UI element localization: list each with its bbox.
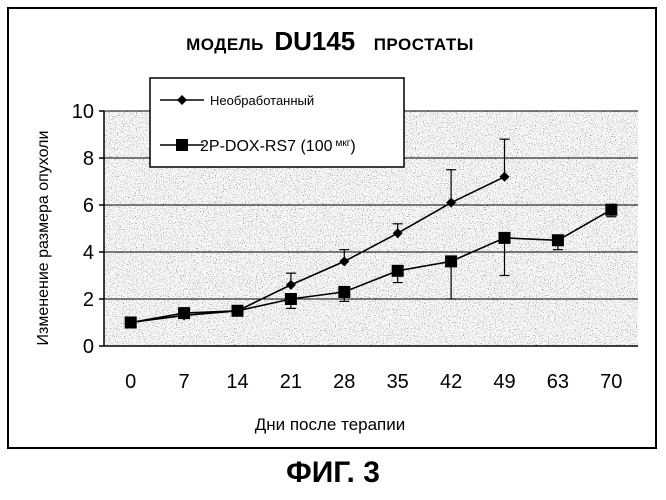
x-tick-label-63: 63 <box>547 371 569 393</box>
marker-square-42 <box>445 255 457 267</box>
legend-marker-square <box>176 139 188 151</box>
marker-square-14 <box>232 305 244 317</box>
y-tick-label-6: 6 <box>83 195 94 217</box>
x-tick-label-21: 21 <box>280 371 302 393</box>
marker-square-21 <box>285 293 297 305</box>
x-tick-label-35: 35 <box>387 371 409 393</box>
legend-label-treated-close: ) <box>350 138 355 155</box>
y-tick-label-8: 8 <box>83 148 94 170</box>
chart-title-suffix: ПРОСТАТЫ <box>374 35 474 54</box>
marker-square-70 <box>605 204 617 216</box>
x-tick-label-14: 14 <box>226 371 248 393</box>
y-tick-label-10: 10 <box>72 101 94 123</box>
marker-square-49 <box>499 232 511 244</box>
y-tick-label-2: 2 <box>83 289 94 311</box>
x-axis-label: Дни после терапии <box>255 415 406 434</box>
y-axis-label: Изменение размера опухоли <box>35 131 52 346</box>
legend-label-untreated: Необработанный <box>210 93 314 108</box>
x-tick-label-28: 28 <box>333 371 355 393</box>
legend-label-treated-main: 2P-DOX-RS7 (100 <box>200 138 333 155</box>
legend-label-treated-unit: мкг <box>336 138 351 149</box>
figure-caption: ФИГ. 3 <box>0 456 666 490</box>
x-tick-label-42: 42 <box>440 371 462 393</box>
marker-square-0 <box>125 317 137 329</box>
marker-square-35 <box>392 265 404 277</box>
chart-title: МОДЕЛЬ DU145 ПРОСТАТЫ <box>100 26 560 57</box>
legend: Необработанный 2P-DOX-RS7 (100мкг) <box>150 78 404 167</box>
x-tick-label-49: 49 <box>493 371 515 393</box>
x-tick-label-0: 0 <box>125 371 136 393</box>
marker-square-7 <box>178 307 190 319</box>
y-tick-label-4: 4 <box>83 242 94 264</box>
legend-label-treated: 2P-DOX-RS7 (100мкг) <box>200 138 356 155</box>
chart-title-model: DU145 <box>274 26 355 56</box>
chart-title-prefix: МОДЕЛЬ <box>186 35 264 54</box>
x-tick-label-7: 7 <box>179 371 190 393</box>
x-tick-label-70: 70 <box>600 371 622 393</box>
marker-square-28 <box>338 286 350 298</box>
marker-square-63 <box>552 234 564 246</box>
y-tick-label-0: 0 <box>83 336 94 358</box>
